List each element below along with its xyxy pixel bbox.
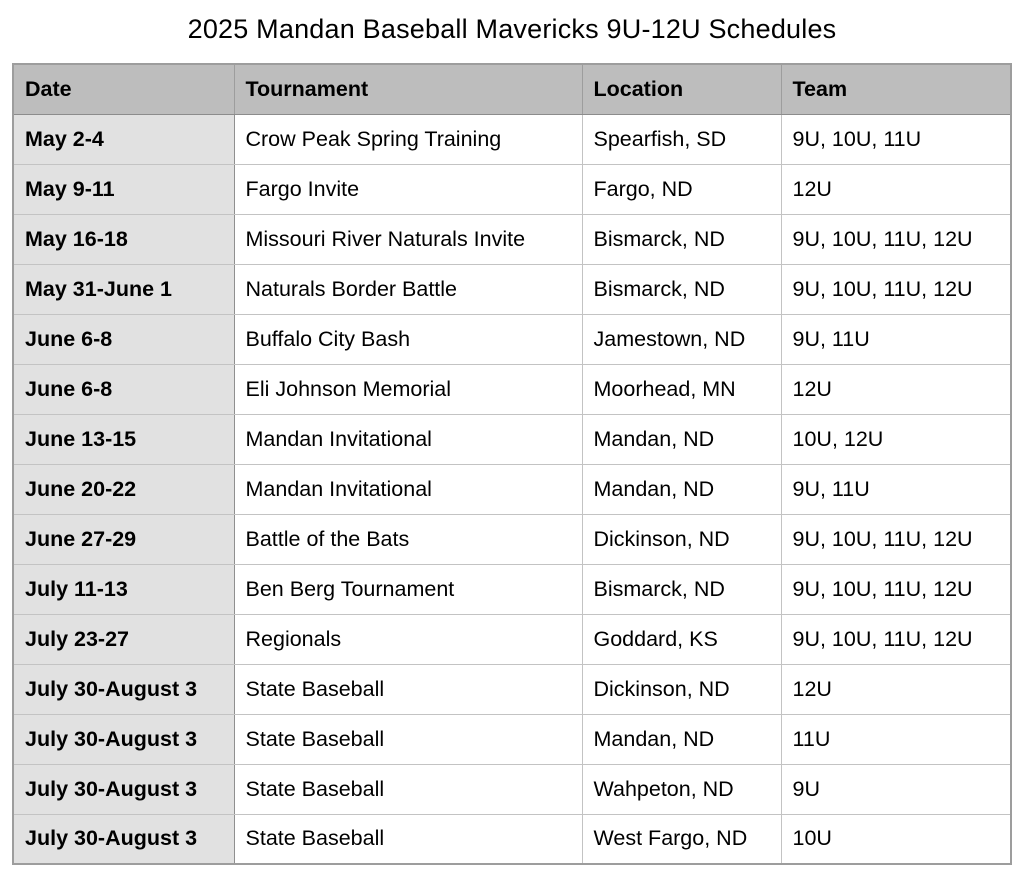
page-title: 2025 Mandan Baseball Mavericks 9U-12U Sc… [187,14,837,44]
tournament-cell: Eli Johnson Memorial [233,363,583,415]
table-row: July 30-August 3 State Baseball Mandan, ND… [12,713,1012,765]
team-cell: 12U [780,163,1012,215]
table-row: May 9-11 Fargo Invite Fargo, ND 12U [12,163,1012,215]
table-row: May 2-4 Crow Peak Spring Training Spearfis… [12,113,1012,165]
date-cell: July 30-August 3 [12,763,235,815]
table-row: May 16-18 Missouri River Naturals Invite B… [12,213,1012,265]
header-date: Date [12,63,235,115]
header-location: Location [581,63,782,115]
date-cell: July 11-13 [12,563,235,615]
date-cell: May 2-4 [12,113,235,165]
date-cell: July 30-August 3 [12,663,235,715]
team-cell: 11U [780,713,1012,765]
tournament-cell: State Baseball [233,813,583,865]
team-cell: 10U, 12U [780,413,1012,465]
table-row: June 6-8 Buffalo City Bash Jamestown, ND 9U… [12,313,1012,365]
date-cell: May 9-11 [12,163,235,215]
date-cell: June 6-8 [12,313,235,365]
team-cell: 9U, 10U, 11U, 12U [780,263,1012,315]
tournament-cell: Mandan Invitational [233,413,583,465]
table-row: July 23-27 Regionals Goddard, KS 9U, 10U, 1… [12,613,1012,665]
table-row: June 20-22 Mandan Invitational Mandan, ND 9… [12,463,1012,515]
team-cell: 9U, 10U, 11U, 12U [780,513,1012,565]
location-cell: Bismarck, ND [581,263,782,315]
team-cell: 9U, 10U, 11U, 12U [780,563,1012,615]
tournament-cell: Regionals [233,613,583,665]
tournament-cell: State Baseball [233,663,583,715]
location-cell: Mandan, ND [581,463,782,515]
table-row: July 30-August 3 State Baseball West Fargo… [12,813,1012,865]
table-body: May 2-4 Crow Peak Spring Training Spearfis… [12,113,1012,865]
team-cell: 9U, 11U [780,463,1012,515]
table-row: May 31-June 1 Naturals Border Battle Bisma… [12,263,1012,315]
team-cell: 9U [780,763,1012,815]
location-cell: Goddard, KS [581,613,782,665]
team-cell: 12U [780,363,1012,415]
team-cell: 12U [780,663,1012,715]
date-cell: June 27-29 [12,513,235,565]
team-cell: 9U, 10U, 11U, 12U [780,213,1012,265]
tournament-cell: Missouri River Naturals Invite [233,213,583,265]
location-cell: Jamestown, ND [581,313,782,365]
tournament-cell: Buffalo City Bash [233,313,583,365]
tournament-cell: Ben Berg Tournament [233,563,583,615]
tournament-cell: State Baseball [233,763,583,815]
header-team: Team [780,63,1012,115]
team-cell: 9U, 10U, 11U, 12U [780,613,1012,665]
location-cell: Bismarck, ND [581,213,782,265]
team-cell: 10U [780,813,1012,865]
tournament-cell: Crow Peak Spring Training [233,113,583,165]
date-cell: June 6-8 [12,363,235,415]
table-row: July 11-13 Ben Berg Tournament Bismarck, N… [12,563,1012,615]
date-cell: May 31-June 1 [12,263,235,315]
date-cell: July 30-August 3 [12,813,235,865]
tournament-cell: Naturals Border Battle [233,263,583,315]
team-cell: 9U, 11U [780,313,1012,365]
location-cell: Wahpeton, ND [581,763,782,815]
location-cell: Moorhead, MN [581,363,782,415]
date-cell: May 16-18 [12,213,235,265]
schedule-table: Date Tournament Location Team May 2-4 Cro… [12,63,1012,865]
location-cell: Mandan, ND [581,413,782,465]
table-row: June 27-29 Battle of the Bats Dickinson, N… [12,513,1012,565]
date-cell: June 20-22 [12,463,235,515]
tournament-cell: Mandan Invitational [233,463,583,515]
tournament-cell: Fargo Invite [233,163,583,215]
location-cell: Dickinson, ND [581,513,782,565]
location-cell: Bismarck, ND [581,563,782,615]
table-header-row: Date Tournament Location Team [12,63,1012,115]
tournament-cell: State Baseball [233,713,583,765]
location-cell: Dickinson, ND [581,663,782,715]
location-cell: Spearfish, SD [581,113,782,165]
location-cell: Fargo, ND [581,163,782,215]
location-cell: Mandan, ND [581,713,782,765]
table-row: July 30-August 3 State Baseball Dickinson,… [12,663,1012,715]
table-row: June 13-15 Mandan Invitational Mandan, ND 1… [12,413,1012,465]
table-row: July 30-August 3 State Baseball Wahpeton, … [12,763,1012,815]
table-row: June 6-8 Eli Johnson Memorial Moorhead, MN… [12,363,1012,415]
team-cell: 9U, 10U, 11U [780,113,1012,165]
date-cell: June 13-15 [12,413,235,465]
header-tournament: Tournament [233,63,583,115]
tournament-cell: Battle of the Bats [233,513,583,565]
location-cell: West Fargo, ND [581,813,782,865]
date-cell: July 30-August 3 [12,713,235,765]
date-cell: July 23-27 [12,613,235,665]
